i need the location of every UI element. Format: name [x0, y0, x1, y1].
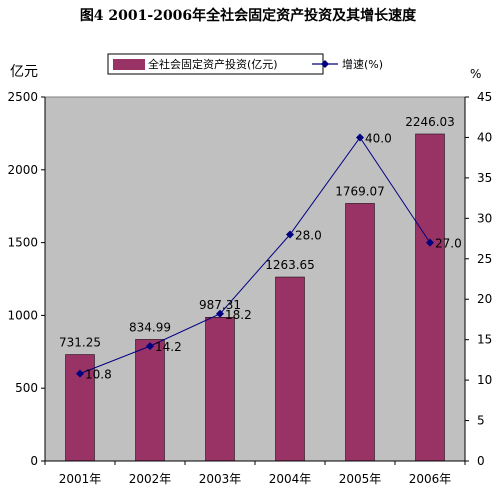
bar [275, 276, 305, 462]
right-tick-label: 20 [477, 292, 492, 306]
legend-bar-swatch [113, 59, 145, 70]
legend-line-marker [321, 60, 329, 68]
left-tick-label: 2000 [7, 163, 38, 177]
plot-area [44, 96, 466, 462]
legend-bar-label: 全社会固定资产投资(亿元) [148, 57, 278, 71]
growth-value-label: 27.0 [435, 237, 462, 251]
growth-point [286, 230, 294, 239]
growth-value-label: 18.2 [225, 308, 252, 322]
left-axis-unit: 亿元 [10, 64, 38, 80]
right-tick-label: 0 [477, 454, 485, 468]
bar [205, 316, 235, 462]
growth-point [426, 238, 434, 247]
right-tick-label: 30 [477, 211, 492, 225]
growth-point [76, 369, 84, 378]
legend: 全社会固定资产投资(亿元) 增速(%) [107, 53, 383, 75]
x-tick-label: 2002年 [129, 472, 172, 486]
chart-title: 图4 2001-2006年全社会固定资产投资及其增长速度 [80, 7, 417, 24]
bar [345, 203, 375, 462]
right-tick-label: 25 [477, 252, 492, 266]
left-tick-label: 2500 [7, 90, 38, 104]
bar [415, 133, 445, 462]
x-tick-label: 2006年 [409, 472, 452, 486]
growth-point [356, 133, 364, 142]
bar-value-label: 731.25 [59, 336, 101, 350]
right-tick-label: 15 [477, 333, 492, 347]
x-tick-label: 2005年 [339, 472, 382, 486]
bar-value-label: 1769.07 [335, 184, 385, 198]
bar-value-label: 2246.03 [405, 115, 455, 129]
right-tick-label: 40 [477, 130, 492, 144]
bar-value-label: 834.99 [129, 320, 171, 334]
bar [135, 339, 165, 462]
left-tick-label: 1000 [7, 308, 38, 322]
growth-line [79, 136, 431, 375]
bar-value-label: 987.31 [199, 298, 241, 312]
growth-value-label: 14.2 [155, 340, 182, 354]
growth-value-label: 28.0 [295, 229, 322, 243]
left-tick-label: 500 [15, 381, 38, 395]
right-axis-unit: % [470, 67, 481, 81]
growth-point [216, 309, 224, 318]
left-tick-label: 0 [30, 454, 38, 468]
right-tick-label: 10 [477, 373, 492, 387]
x-tick-label: 2004年 [269, 472, 312, 486]
x-tick-label: 2003年 [199, 472, 242, 486]
left-tick-label: 1500 [7, 236, 38, 250]
legend-line-label: 增速(%) [342, 57, 383, 71]
right-tick-label: 5 [477, 414, 485, 428]
right-tick-label: 35 [477, 171, 492, 185]
x-tick-label: 2001年 [59, 472, 102, 486]
left-axis: 0 500 1000 1500 2000 2500 [7, 90, 46, 468]
x-axis: 2001年 2002年 2003年 2004年 2005年 2006年 [44, 460, 466, 486]
right-axis: 0 5 10 15 20 25 30 35 40 45 [464, 90, 492, 468]
line-series [76, 133, 434, 378]
data-labels: 731.25 834.99 987.31 1263.65 1769.07 2246.03 1… [59, 115, 462, 382]
growth-point [146, 342, 154, 351]
right-tick-label: 45 [477, 90, 492, 104]
growth-value-label: 40.0 [365, 131, 392, 145]
bar-value-label: 1263.65 [265, 258, 315, 272]
growth-value-label: 10.8 [85, 368, 112, 382]
